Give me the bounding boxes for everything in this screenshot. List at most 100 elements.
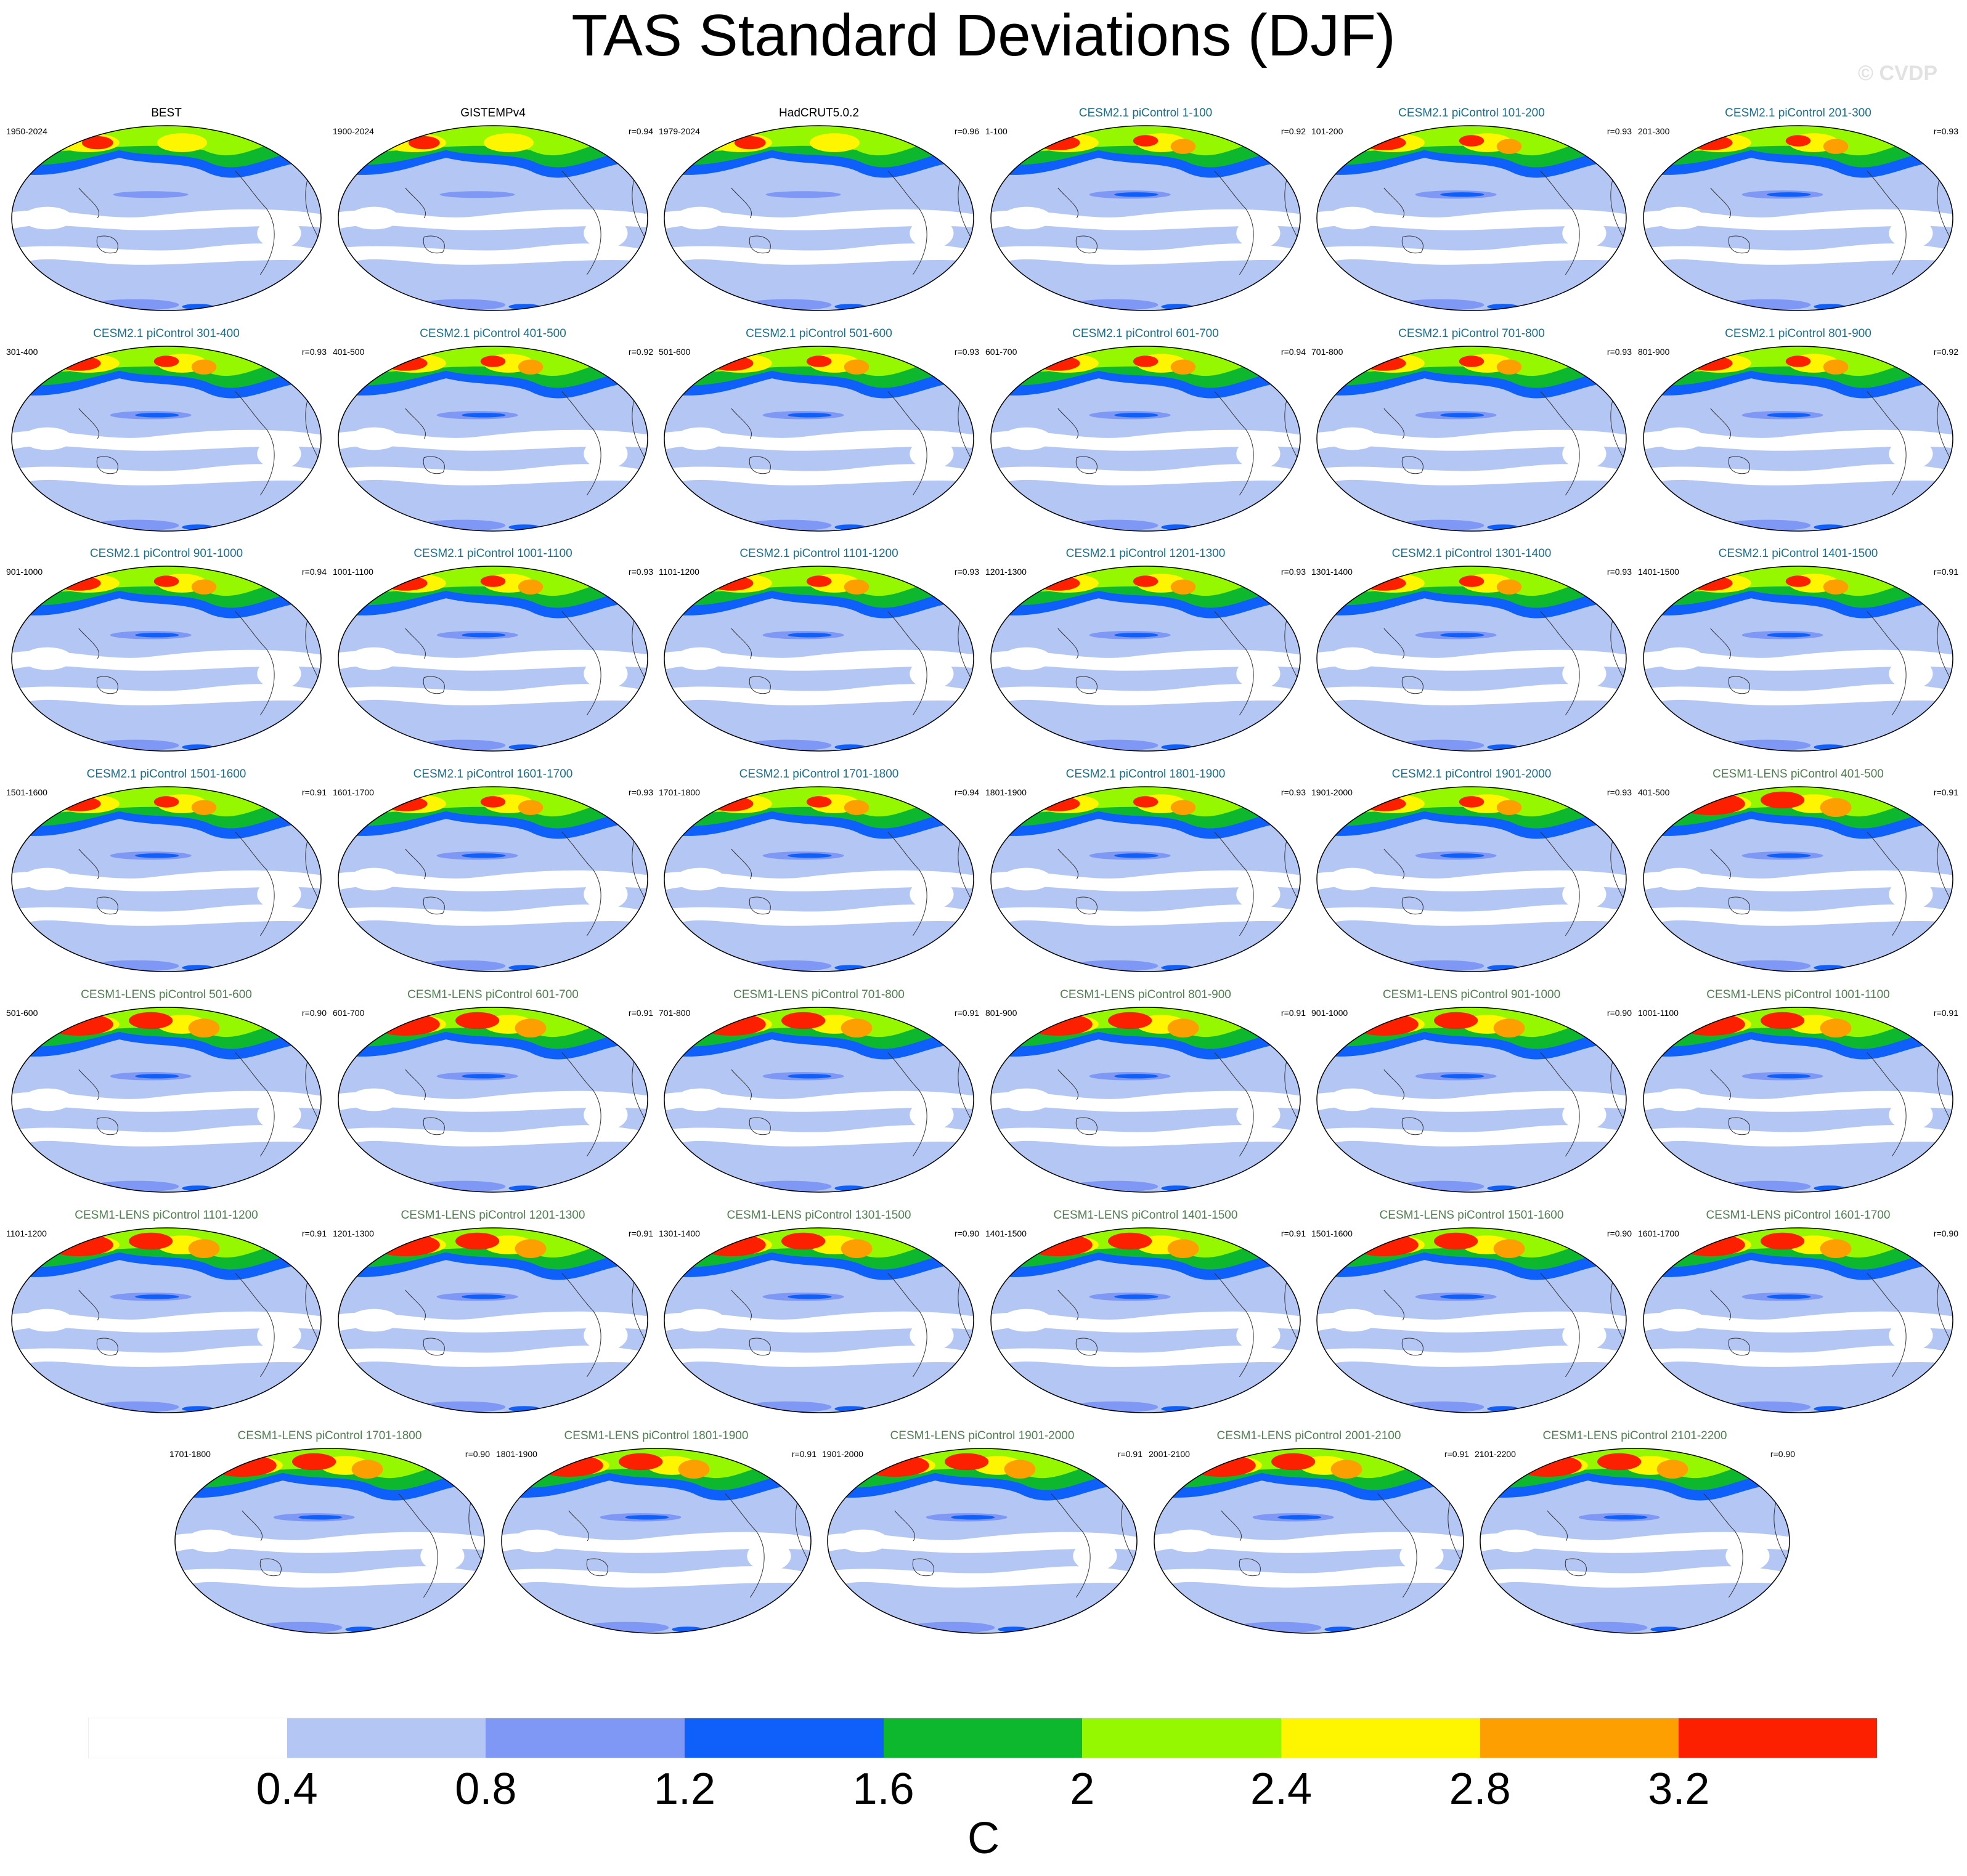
enso-core	[462, 633, 506, 638]
coastline	[1540, 1273, 1580, 1378]
panel-title: CESM1-LENS piControl 1401-1500	[1053, 1209, 1238, 1222]
coastline	[405, 1289, 426, 1321]
max-variance-core	[844, 359, 869, 375]
max-variance-core	[1036, 575, 1080, 591]
coastline	[1383, 1069, 1404, 1100]
enso-core	[1114, 853, 1159, 858]
map-canvas	[11, 786, 322, 972]
coastline	[561, 1052, 601, 1157]
map-border	[338, 346, 648, 532]
panel-years: 1901-2000	[1311, 787, 1353, 797]
low-variance-band	[664, 684, 974, 706]
map-canvas	[990, 1007, 1301, 1193]
coastline	[561, 391, 601, 496]
low-variance-band	[664, 1311, 974, 1333]
coastline	[1383, 628, 1404, 659]
colorbar-tick-label: 3.2	[1648, 1764, 1710, 1814]
max-variance-core	[1170, 139, 1196, 154]
coastline	[1057, 1069, 1078, 1100]
panel-correlation: r=0.93	[1607, 787, 1632, 797]
map-border	[1480, 1448, 1790, 1634]
panel-correlation: r=0.92	[1281, 126, 1306, 136]
panel-years: 801-900	[1638, 347, 1670, 357]
low-variance-band	[1317, 464, 1626, 486]
max-variance-core	[841, 1239, 873, 1258]
enso-core	[788, 1294, 832, 1299]
map-border	[1316, 125, 1627, 311]
map-panel: CESM2.1 piControl 1801-1900 1801-1900 r=0.…	[985, 768, 1306, 983]
colorbar-swatch	[1281, 1718, 1481, 1758]
map-canvas	[338, 566, 648, 752]
panel-title: CESM1-LENS piControl 2001-2100	[1216, 1429, 1401, 1442]
map-border	[1154, 1448, 1464, 1634]
panel-years: 301-400	[6, 347, 38, 357]
max-variance-core	[1036, 355, 1080, 371]
enso-core	[1440, 192, 1484, 197]
enso-core	[1440, 1074, 1484, 1079]
max-variance-core	[370, 1013, 440, 1036]
max-variance-core	[1761, 1232, 1805, 1250]
panel-title: CESM2.1 piControl 701-800	[1398, 327, 1545, 340]
low-variance-patch	[349, 867, 399, 891]
coastline	[1214, 391, 1254, 496]
low-variance-patch	[1236, 659, 1281, 689]
max-variance-core	[370, 1233, 440, 1256]
coastline	[1214, 1052, 1254, 1157]
coastline	[1377, 1493, 1417, 1598]
low-variance-patch	[1562, 879, 1607, 909]
panel-correlation: r=0.91	[1117, 1449, 1142, 1459]
map-figure	[1315, 344, 1628, 536]
map-panel: CESM2.1 piControl 301-400 301-400 r=0.93	[6, 327, 327, 543]
map-canvas	[338, 1227, 648, 1413]
coastline	[1057, 1289, 1078, 1321]
panel-years: 701-800	[659, 1008, 691, 1018]
low-variance-band	[1643, 904, 1953, 927]
map-border	[338, 1007, 648, 1193]
panel-title: CESM2.1 piControl 101-200	[1398, 107, 1545, 120]
max-variance-core	[57, 796, 101, 811]
map-panel: CESM1-LENS piControl 401-500 401-500 r=0.9…	[1638, 768, 1958, 983]
low-variance-patch	[1562, 218, 1607, 248]
coastline	[1383, 408, 1404, 439]
map-canvas	[1316, 566, 1627, 752]
panel-years: 501-600	[6, 1008, 38, 1018]
panel-years: 1701-1800	[169, 1449, 211, 1459]
map-canvas	[664, 566, 974, 752]
low-variance-band	[1643, 429, 1953, 451]
coastline	[1383, 187, 1404, 219]
coastline	[731, 408, 752, 439]
panel-years: 1979-2024	[659, 126, 700, 136]
coastline	[1540, 611, 1580, 716]
map-panel: CESM2.1 piControl 501-600 501-600 r=0.93	[659, 327, 979, 543]
panel-title: CESM1-LENS piControl 701-800	[733, 988, 905, 1001]
low-variance-band	[502, 1532, 811, 1553]
panel-correlation: r=0.92	[1933, 347, 1958, 357]
max-variance-core	[1349, 1013, 1419, 1036]
coastline	[1383, 848, 1404, 880]
map-canvas	[338, 786, 648, 972]
low-variance-band	[1154, 1532, 1464, 1553]
enso-core	[1767, 413, 1811, 418]
coastline	[235, 391, 275, 496]
coastline	[1075, 1117, 1098, 1135]
panel-title: CESM2.1 piControl 801-900	[1725, 327, 1871, 340]
max-variance-core	[1459, 796, 1484, 808]
low-variance-patch	[1327, 427, 1378, 450]
max-variance-core	[1823, 359, 1849, 375]
panel-title: CESM1-LENS piControl 1301-1500	[727, 1209, 911, 1222]
panel-title: CESM2.1 piControl 1-100	[1078, 107, 1213, 120]
panel-correlation: r=0.90	[1607, 1008, 1632, 1018]
map-canvas	[11, 1007, 322, 1193]
low-variance-patch	[1491, 1529, 1541, 1553]
low-variance-patch	[1236, 439, 1281, 469]
map-panel: CESM1-LENS piControl 1201-1300 1201-1300 r…	[333, 1209, 653, 1424]
low-variance-patch	[1889, 218, 1933, 248]
map-figure	[10, 564, 323, 756]
coastline	[1401, 1117, 1423, 1135]
low-variance-patch	[1001, 206, 1052, 230]
coastline	[1728, 235, 1750, 254]
low-variance-band	[664, 1090, 974, 1112]
low-variance-band	[1317, 243, 1626, 266]
max-variance-core	[351, 1460, 383, 1479]
low-variance-patch	[1327, 867, 1378, 891]
